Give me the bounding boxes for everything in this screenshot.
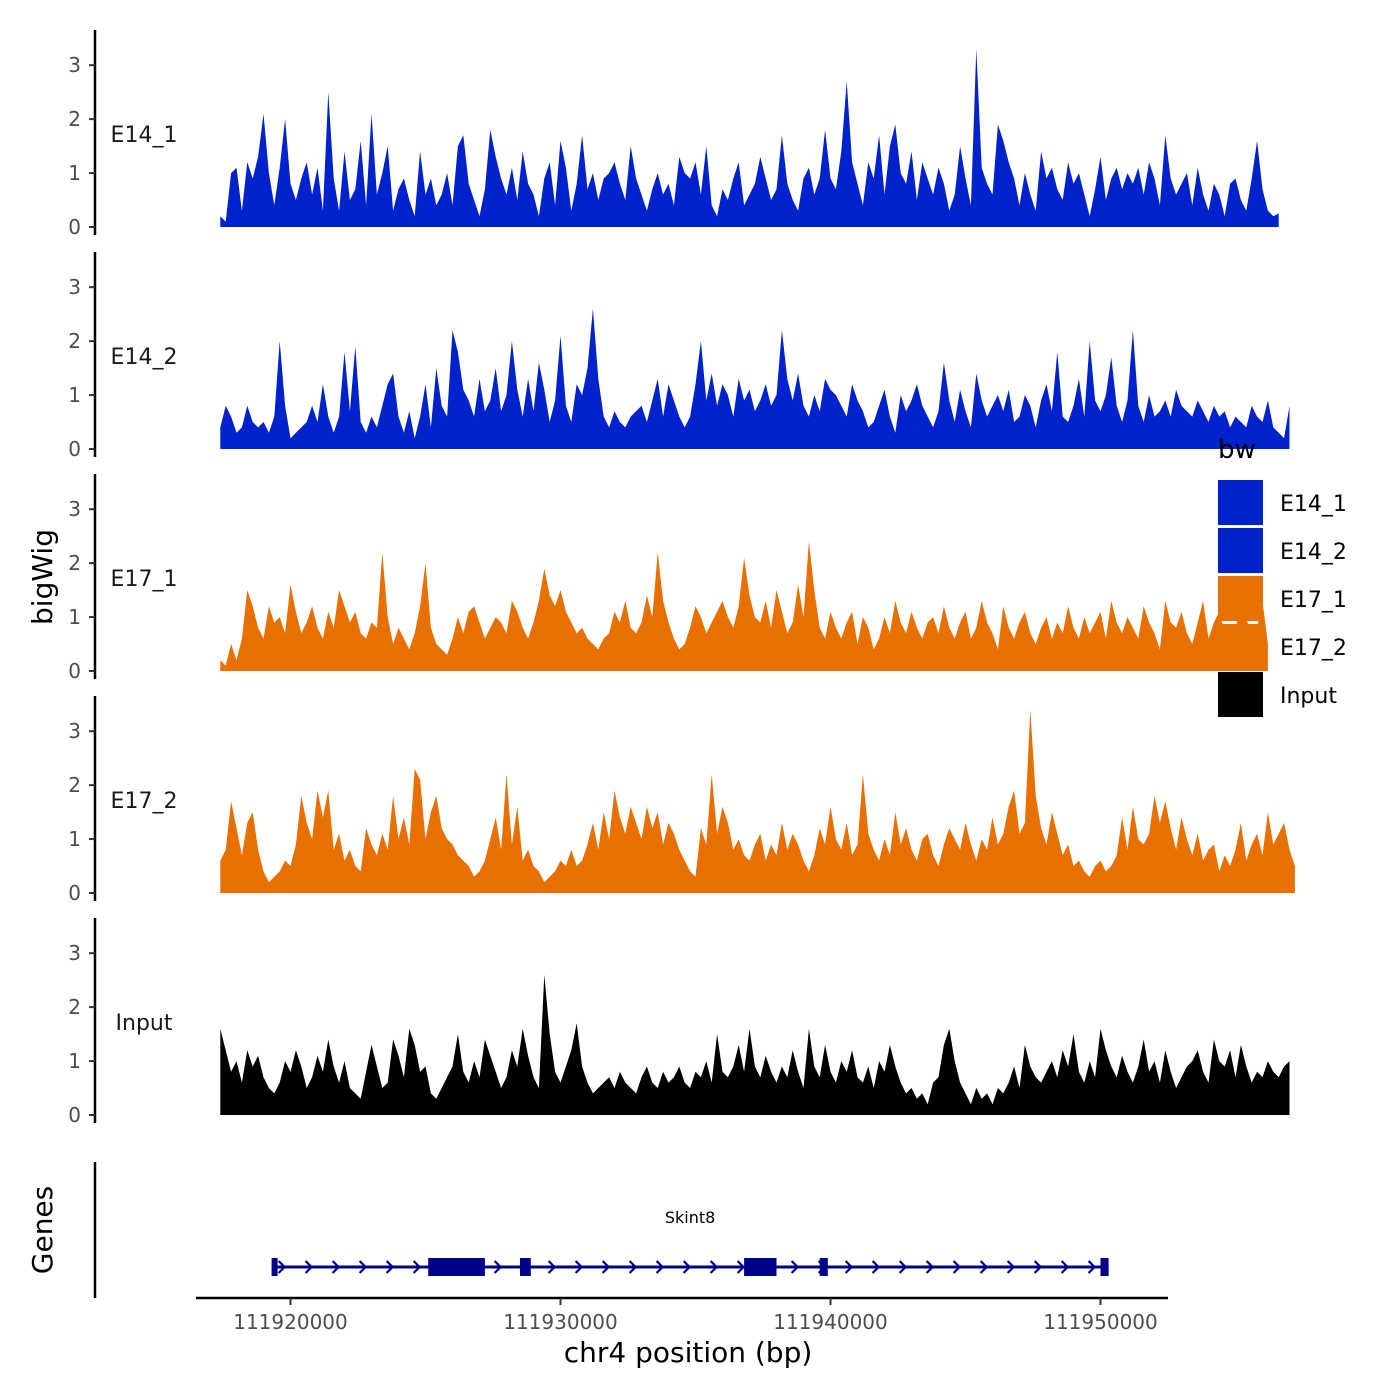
y-tick-label: 1 [68, 827, 81, 851]
exon [1100, 1258, 1109, 1276]
exon [744, 1258, 777, 1276]
y-tick-label: 3 [68, 275, 81, 299]
strand-arrow [628, 1260, 638, 1274]
legend-label: E17_1 [1280, 588, 1347, 613]
y-tick-label: 2 [68, 329, 81, 353]
strand-arrow [790, 1260, 800, 1274]
strand-arrow [385, 1260, 395, 1274]
strand-arrow [1087, 1260, 1097, 1274]
y-tick-label: 0 [68, 659, 81, 683]
strand-arrow [358, 1260, 368, 1274]
track-Input: 0 1 2 3 Input [68, 918, 1290, 1127]
track-E17_1: 0 1 2 3 E17_1 [68, 474, 1268, 683]
x-tick-label: 111950000 [1043, 1310, 1158, 1334]
strand-arrow [277, 1260, 287, 1274]
y-tick-label: 3 [68, 941, 81, 965]
exon [520, 1258, 531, 1276]
strand-arrow [1060, 1260, 1070, 1274]
track-E14_2: 0 1 2 3 E14_2 [68, 252, 1290, 461]
x-axis-title: chr4 position (bp) [564, 1336, 813, 1369]
strand-arrow [871, 1260, 881, 1274]
legend-swatch [1218, 480, 1263, 525]
strand-arrow [736, 1260, 746, 1274]
legend-title: bw [1218, 435, 1256, 465]
track-E14_1: 0 1 2 3 E14_1 [68, 30, 1279, 239]
y-tick-label: 0 [68, 881, 81, 905]
area-E17_1 [220, 541, 1268, 671]
legend-entry-E14_2: E14_2 [1218, 528, 1347, 573]
strand-arrow [412, 1260, 422, 1274]
strand-arrow [655, 1260, 665, 1274]
y-tick-label: 1 [68, 1049, 81, 1073]
y-tick-label: 2 [68, 107, 81, 131]
y-tick-label: 0 [68, 215, 81, 239]
legend-label: E14_2 [1280, 540, 1347, 565]
track-label: E14_2 [111, 345, 178, 370]
y-tick-label: 1 [68, 605, 81, 629]
strand-arrow [1033, 1260, 1043, 1274]
strand-arrow [682, 1260, 692, 1274]
area-E14_1 [220, 49, 1279, 227]
legend-entry-E14_1: E14_1 [1218, 480, 1347, 525]
x-tick-label: 111920000 [233, 1310, 348, 1334]
y-tick-label: 2 [68, 551, 81, 575]
y-tick-label: 0 [68, 437, 81, 461]
legend: bw E14_1 E14_2 E17_1 E17_2 Input [1218, 435, 1347, 717]
strand-arrow [898, 1260, 908, 1274]
x-tick-label: 111930000 [503, 1310, 618, 1334]
strand-arrow [979, 1260, 989, 1274]
legend-label: E17_2 [1280, 636, 1347, 661]
legend-swatch [1218, 624, 1263, 669]
strand-arrow [331, 1260, 341, 1274]
gene-name: Skint8 [665, 1208, 715, 1227]
legend-entry-E17_1: E17_1 [1218, 576, 1347, 621]
y-axis-title: bigWig [26, 529, 59, 625]
track-label: E14_1 [111, 123, 178, 148]
strand-arrow [601, 1260, 611, 1274]
y-tick-label: 2 [68, 773, 81, 797]
strand-arrow [1006, 1260, 1016, 1274]
exon [271, 1258, 278, 1276]
y-tick-label: 3 [68, 719, 81, 743]
genes-track: Genes Skint8 [26, 1162, 1109, 1298]
y-tick-label: 1 [68, 383, 81, 407]
legend-entry-E17_2: E17_2 [1218, 624, 1347, 669]
track-label: E17_1 [111, 567, 178, 592]
strand-arrow [844, 1260, 854, 1274]
y-tick-label: 3 [68, 53, 81, 77]
strand-arrow [574, 1260, 584, 1274]
strand-arrow [493, 1260, 503, 1274]
area-E14_2 [220, 308, 1290, 449]
area-E17_2 [220, 709, 1295, 893]
legend-swatch [1218, 576, 1263, 621]
x-axis: 111920000 111930000 111940000 111950000 [196, 1296, 1168, 1334]
track-label: Input [116, 1011, 173, 1036]
strand-arrow [547, 1260, 557, 1274]
track-label: E17_2 [111, 789, 178, 814]
strand-arrow [304, 1260, 314, 1274]
y-tick-label: 2 [68, 995, 81, 1019]
legend-entry-Input: Input [1218, 672, 1337, 717]
y-tick-label: 1 [68, 161, 81, 185]
x-tick-label: 111940000 [773, 1310, 888, 1334]
legend-swatch [1218, 528, 1263, 573]
legend-label: E14_1 [1280, 492, 1347, 517]
strand-arrow [709, 1260, 719, 1274]
area-Input [220, 974, 1290, 1115]
exon [819, 1258, 828, 1276]
legend-label: Input [1280, 684, 1337, 709]
y-tick-label: 3 [68, 497, 81, 521]
y-tick-label: 0 [68, 1103, 81, 1127]
exon [428, 1258, 485, 1276]
gene-Skint8: Skint8 [271, 1208, 1109, 1276]
signal-tracks: 0 1 2 3 E14_1 0 1 2 3 E14_2 0 1 2 3 E17_1 0 1 2 3 E17_2 0 1 2 3… [68, 30, 1295, 1127]
legend-swatch [1218, 672, 1263, 717]
strand-arrow [952, 1260, 962, 1274]
genes-track-label: Genes [26, 1186, 59, 1274]
track-E17_2: 0 1 2 3 E17_2 [68, 696, 1295, 905]
strand-arrow [925, 1260, 935, 1274]
